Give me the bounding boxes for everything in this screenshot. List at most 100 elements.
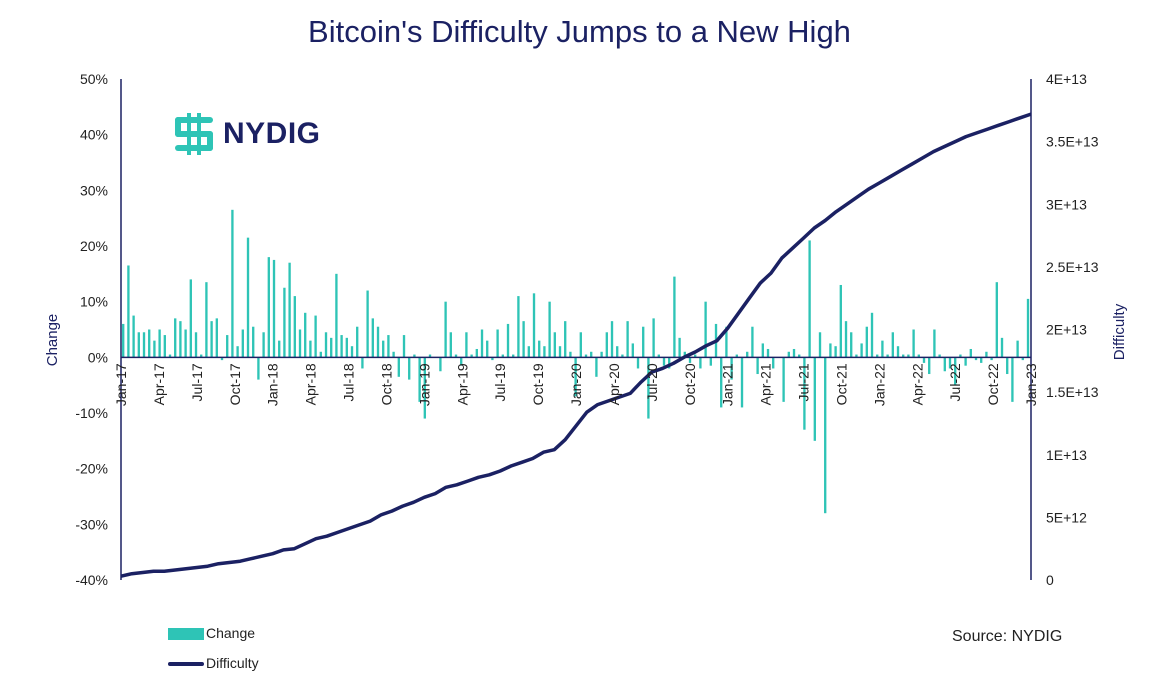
change-bar (600, 351, 603, 358)
change-bar (647, 357, 650, 419)
change-bar (850, 332, 853, 358)
change-bar (948, 357, 952, 369)
change-bar (335, 273, 338, 358)
change-bar (189, 279, 192, 358)
legend-label-difficulty: Difficulty (206, 655, 259, 671)
legend-swatch-difficulty (168, 662, 204, 667)
change-bar (616, 346, 619, 358)
x-tick-label: Jul-21 (796, 363, 812, 401)
change-bar (761, 343, 764, 358)
difficulty-line (120, 112, 1032, 578)
change-bar (408, 357, 411, 380)
source-note: Source: NYDIG (952, 628, 1063, 645)
change-bar (818, 332, 822, 358)
change-bar (418, 357, 421, 402)
change-bar (1011, 357, 1014, 402)
change-bar (527, 346, 530, 358)
change-bar (1000, 337, 1004, 358)
change-bar (148, 329, 151, 358)
change-bar (179, 321, 182, 358)
x-tick-label: Jan-23 (1023, 363, 1039, 406)
change-bar (132, 315, 135, 358)
change-bar (168, 354, 172, 358)
change-bar (366, 290, 369, 358)
change-bar (200, 354, 203, 358)
change-bar (220, 357, 224, 361)
x-tick-label: Jan-22 (871, 363, 887, 406)
change-bar (397, 357, 400, 377)
change-bar (746, 351, 749, 358)
change-bar (371, 318, 374, 358)
change-bar (439, 357, 442, 372)
change-bar (995, 282, 998, 358)
legend-label-change: Change (206, 625, 256, 641)
change-bar (356, 326, 359, 358)
change-bar (470, 354, 473, 358)
change-bar (345, 337, 348, 358)
change-bar (506, 323, 510, 358)
change-bar (610, 321, 614, 358)
change-bar (267, 257, 270, 358)
y-right-tick-label: 5E+12 (1046, 509, 1087, 525)
x-tick-label: Apr-17 (151, 363, 167, 405)
change-bar (278, 340, 281, 358)
y-left-tick-label: -30% (75, 516, 108, 532)
change-bar (943, 357, 946, 372)
change-bar (725, 326, 728, 358)
x-tick-label: Jul-18 (341, 363, 357, 401)
change-bar (122, 323, 125, 358)
change-bar (922, 357, 926, 363)
change-bar (652, 318, 655, 358)
change-bar (361, 357, 364, 369)
change-bar (340, 335, 343, 358)
change-bar (933, 329, 936, 358)
change-bar (590, 351, 593, 358)
change-bar (480, 329, 484, 358)
change-bar (860, 343, 863, 358)
y-right-tick-label: 3E+13 (1046, 196, 1087, 212)
change-bar (870, 312, 874, 358)
x-tick-label: Jul-20 (644, 363, 660, 401)
x-tick-label: Jul-17 (189, 363, 205, 401)
change-bar (293, 296, 296, 358)
legend-swatch-change (168, 628, 204, 641)
change-bar (876, 354, 879, 358)
change-bar (454, 354, 458, 358)
x-tick-label: Apr-21 (758, 363, 774, 405)
x-tick-label: Oct-19 (530, 363, 546, 405)
change-bar (491, 357, 494, 361)
change-bar (298, 329, 302, 358)
change-bar (283, 287, 286, 358)
x-tick-label: Oct-20 (682, 363, 698, 405)
y-left-tick-label: 20% (80, 238, 108, 254)
change-bar (288, 262, 291, 358)
x-tick-label: Oct-18 (378, 363, 394, 405)
change-bar (252, 326, 255, 358)
x-tick-label: Oct-22 (985, 363, 1001, 405)
change-bar (912, 329, 915, 358)
y-right-tick-label: 1E+13 (1046, 447, 1087, 463)
change-bar (137, 332, 140, 358)
change-bar (980, 357, 983, 363)
change-bar (974, 357, 978, 361)
change-bar (959, 354, 962, 358)
change-bar (1021, 357, 1024, 361)
change-bar (376, 326, 380, 358)
y-left-tick-label: -40% (75, 572, 108, 588)
change-bar (475, 348, 478, 358)
change-bar (543, 346, 546, 358)
change-bar (824, 357, 827, 514)
change-bar (272, 259, 276, 358)
nydig-logo: NYDIG (173, 113, 321, 155)
change-bar (413, 354, 416, 358)
change-bar (584, 354, 588, 358)
change-bar (678, 337, 681, 358)
change-bar (756, 357, 759, 375)
bars-layer (122, 209, 1030, 514)
change-bar (1026, 298, 1030, 358)
change-bar (460, 357, 463, 366)
change-bar (668, 357, 671, 369)
change-bar (720, 357, 723, 408)
y-right-tick-label: 1.5E+13 (1046, 384, 1099, 400)
